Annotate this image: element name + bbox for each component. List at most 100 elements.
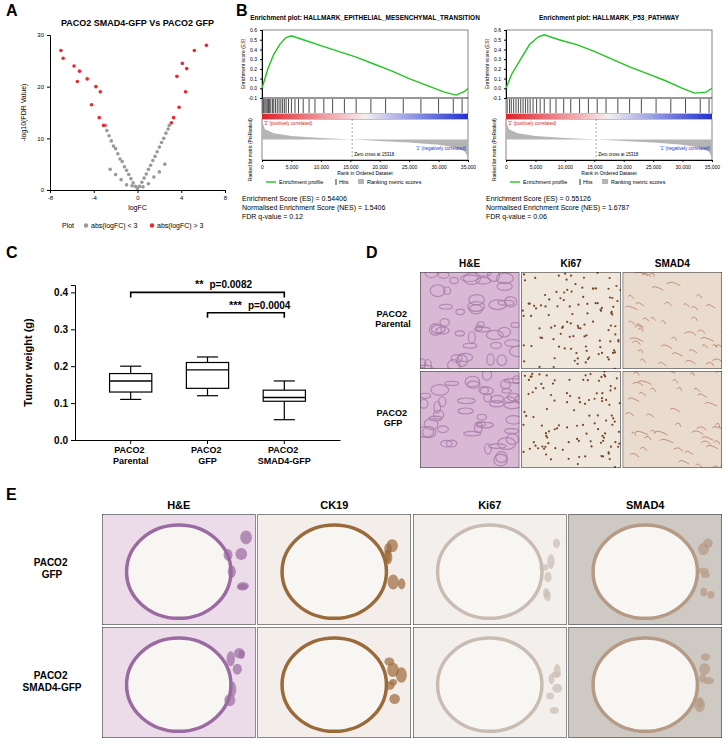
- stat-text: Enrichment Score (ES) = 0.55126: [486, 195, 591, 203]
- nucleus: [590, 440, 592, 442]
- zero-cross-line: [352, 119, 353, 160]
- tick: 20: [37, 84, 50, 90]
- nucleus: [554, 379, 556, 381]
- nucleus: [586, 350, 588, 352]
- nucleus: [592, 287, 594, 289]
- tick: 0.5: [250, 37, 262, 43]
- stat-text: Normalised Enrichment Score (NES) = 1.67…: [486, 204, 629, 212]
- nucleus: [562, 449, 564, 451]
- hit: [544, 99, 545, 113]
- stain-streak: [712, 359, 722, 363]
- nucleus: [535, 387, 537, 389]
- tissue: [501, 380, 511, 389]
- tick-label: 0: [505, 164, 508, 170]
- tick-label: -0.1: [492, 95, 501, 101]
- tissue: [439, 397, 446, 407]
- tissue: [504, 402, 519, 409]
- point: [181, 62, 185, 66]
- nucleus: [611, 297, 613, 299]
- tick-label: 0.2: [54, 361, 68, 372]
- point: [109, 139, 113, 143]
- tissue: [476, 422, 494, 428]
- nucleus: [609, 340, 611, 342]
- nucleus: [545, 435, 547, 437]
- tick: 5,000: [286, 160, 299, 170]
- micrograph: [521, 272, 620, 369]
- stain-streak: [640, 359, 646, 363]
- point: [149, 163, 153, 167]
- tissue: [441, 440, 452, 447]
- chart-title: Enrichment plot: HALLMARK_P53_PATHWAY: [539, 14, 680, 22]
- point: [114, 173, 118, 177]
- nucleus: [552, 382, 554, 384]
- legend-label: Ranking metric scores: [367, 179, 422, 185]
- panel-letter: B: [236, 2, 248, 19]
- nucleus: [611, 311, 613, 313]
- stain-streak: [651, 317, 655, 321]
- tick-label: 5,000: [286, 164, 299, 170]
- point: [158, 145, 162, 149]
- tick-mark: [262, 160, 263, 162]
- tick-mark: [504, 88, 506, 89]
- stain-streak: [697, 427, 707, 431]
- nucleus: [607, 288, 609, 290]
- axis: 05,00010,00015,00020,00025,00030,00035,0…: [261, 160, 476, 170]
- stain-streak: [707, 305, 715, 309]
- nucleus: [585, 334, 587, 336]
- gland: [240, 530, 252, 544]
- legend-swatch: [510, 181, 520, 182]
- tick: 15,000: [587, 160, 603, 170]
- gland: [550, 707, 559, 714]
- tick: 0.4: [494, 47, 506, 53]
- median: [263, 397, 305, 398]
- gland: [540, 564, 549, 571]
- hit: [520, 99, 521, 113]
- tick-label-line: Parental: [113, 456, 149, 466]
- nucleus: [582, 296, 584, 298]
- stain-streak: [658, 362, 666, 366]
- row-label-line: GFP: [384, 418, 403, 428]
- point: [144, 172, 148, 176]
- point: [153, 155, 157, 159]
- axis: 0.00.10.20.30.4: [54, 286, 75, 446]
- gland: [389, 679, 397, 686]
- stain-streak: [638, 328, 643, 332]
- nucleus: [585, 345, 587, 347]
- tick-mark: [94, 190, 95, 193]
- tick-mark: [260, 88, 262, 89]
- nucleus: [542, 387, 544, 389]
- gland: [235, 548, 247, 560]
- tissue: [509, 346, 519, 356]
- nucleus: [593, 398, 595, 400]
- nucleus: [570, 322, 572, 324]
- point: [105, 129, 109, 133]
- legend: Enrichment profileHitsRanking metric sco…: [510, 179, 666, 185]
- hit: [385, 99, 386, 113]
- tick: 0: [261, 160, 264, 170]
- nucleus: [576, 438, 578, 440]
- nucleus: [525, 415, 527, 417]
- gland: [547, 554, 554, 569]
- tick-label-line: PACO2: [114, 445, 147, 455]
- axis: -8-4048: [48, 190, 228, 201]
- stain-streak: [673, 379, 678, 383]
- tissue: [476, 272, 491, 276]
- point: [125, 183, 129, 187]
- tick-mark: [504, 79, 506, 80]
- tick-mark: [225, 190, 226, 193]
- row-label-line: GFP: [42, 569, 63, 580]
- tick: 0.3: [494, 56, 506, 62]
- tissue: [440, 304, 453, 309]
- nucleus: [584, 403, 586, 405]
- tick-label: 0.0: [54, 435, 68, 446]
- nucleus: [566, 289, 568, 291]
- tick-label: 30,000: [431, 164, 447, 170]
- stain-streak: [638, 350, 643, 354]
- nucleus: [529, 448, 531, 450]
- tick-label: 10,000: [558, 164, 574, 170]
- micrograph-frame: [413, 627, 567, 738]
- micrograph-frame: [569, 514, 723, 625]
- point: [72, 64, 76, 68]
- row-label-line: SMAD4-GFP: [23, 682, 82, 693]
- tissue: [450, 277, 459, 283]
